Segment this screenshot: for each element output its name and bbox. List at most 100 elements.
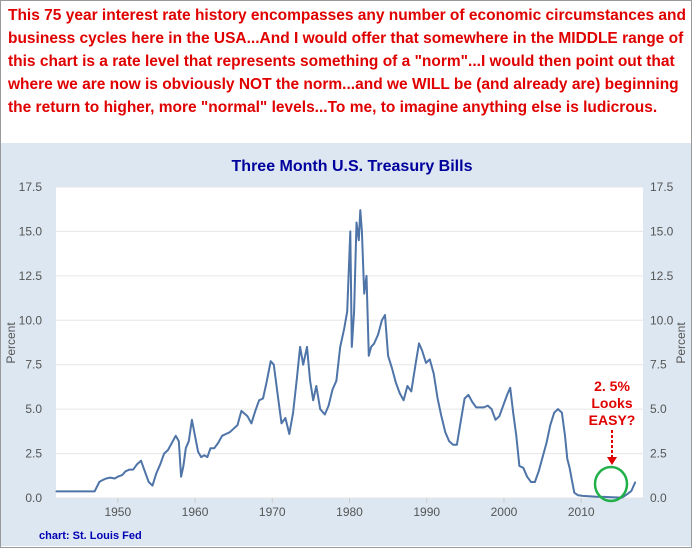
data-point	[630, 490, 633, 492]
data-point	[328, 404, 330, 407]
x-tick-label: 1990	[413, 505, 440, 519]
chart-svg: Three Month U.S. Treasury Bills 0.0 2.5 5.…	[4, 158, 688, 542]
y-tick-label-left: 5.0	[25, 402, 42, 416]
annotation-line-1: 2. 5%	[594, 378, 630, 394]
data-point	[163, 452, 165, 455]
data-point	[564, 435, 566, 437]
data-point	[324, 413, 326, 416]
data-point	[246, 415, 249, 417]
data-point	[221, 435, 223, 437]
data-point	[545, 442, 548, 444]
source-note: chart: St. Louis Fed	[39, 530, 142, 542]
data-point	[144, 470, 146, 472]
data-point	[381, 319, 383, 321]
data-point	[406, 385, 409, 387]
data-point	[534, 481, 536, 483]
data-point	[288, 433, 290, 435]
data-point	[109, 476, 111, 479]
data-point	[433, 373, 435, 375]
data-point	[94, 490, 96, 493]
data-point	[335, 380, 337, 382]
y-axis-left: 0.0 2.5 5.0 7.5 10.0 12.5 15.0 17.5	[19, 180, 43, 505]
data-point	[494, 419, 497, 421]
data-point	[373, 342, 375, 344]
data-point	[399, 392, 401, 394]
data-point	[266, 380, 268, 382]
data-point	[387, 355, 389, 357]
data-point	[299, 346, 301, 348]
data-point	[250, 422, 253, 424]
data-point	[440, 415, 443, 417]
annotation-line-2: Looks	[591, 395, 632, 411]
data-point	[302, 364, 304, 366]
x-tick-label: 1950	[104, 505, 131, 519]
data-point	[319, 408, 321, 410]
data-point	[194, 435, 196, 437]
data-point	[132, 468, 134, 471]
data-point	[105, 477, 107, 480]
data-point	[549, 424, 551, 426]
y-tick-label-left: 7.5	[25, 358, 42, 372]
data-point	[101, 479, 103, 481]
data-point	[296, 376, 298, 378]
data-point	[155, 472, 158, 474]
data-point	[200, 456, 202, 458]
data-point	[561, 412, 563, 414]
data-point	[148, 481, 150, 483]
data-point	[370, 346, 372, 348]
data-point	[487, 404, 489, 407]
data-point	[483, 406, 485, 408]
data-point	[315, 385, 317, 387]
data-point	[225, 433, 227, 435]
highlight-circle	[593, 465, 629, 503]
data-point	[273, 364, 275, 366]
data-point	[233, 428, 235, 430]
data-point	[582, 495, 584, 497]
data-point	[117, 476, 119, 478]
data-point	[596, 496, 598, 498]
data-point	[98, 481, 100, 483]
data-point	[236, 424, 239, 426]
data-point	[136, 463, 138, 465]
data-point	[197, 451, 199, 453]
data-point	[351, 346, 353, 348]
data-point	[63, 490, 65, 493]
data-point	[353, 310, 355, 312]
y-tick-label-right: 7.5	[650, 358, 667, 372]
data-point	[577, 494, 579, 496]
x-tick-label: 2010	[568, 505, 595, 519]
annotation-arrow	[607, 430, 617, 465]
data-point	[209, 447, 212, 449]
data-point	[292, 412, 294, 414]
data-point	[368, 355, 370, 357]
data-point	[70, 490, 73, 493]
y-tick-label-left: 17.5	[19, 180, 43, 194]
data-point	[55, 490, 57, 493]
data-point	[178, 440, 180, 442]
chart-panel: Three Month U.S. Treasury Bills 0.0 2.5 5.…	[1, 143, 691, 546]
data-point	[475, 406, 477, 408]
data-point	[569, 467, 571, 469]
y-axis-right: 0.0 2.5 5.0 7.5 10.0 12.5 15.0 17.5	[650, 180, 674, 505]
data-point	[571, 479, 573, 481]
y-axis-label-right: Percent	[674, 322, 688, 364]
data-point	[377, 333, 379, 336]
data-point	[414, 365, 416, 368]
data-point	[258, 399, 260, 401]
data-point	[463, 397, 466, 400]
data-point	[573, 492, 575, 494]
data-point	[557, 408, 559, 410]
y-tick-label-left: 15.0	[19, 224, 43, 238]
data-point	[78, 490, 80, 493]
data-point	[262, 397, 264, 400]
y-tick-label-right: 15.0	[650, 224, 674, 238]
data-point	[229, 431, 231, 433]
data-point	[530, 481, 532, 483]
y-tick-label-right: 17.5	[650, 180, 674, 194]
data-point	[346, 310, 348, 312]
data-point	[188, 440, 190, 442]
data-point	[355, 221, 358, 224]
data-point	[395, 381, 397, 384]
y-tick-label-left: 12.5	[19, 269, 43, 283]
data-point	[86, 490, 88, 493]
